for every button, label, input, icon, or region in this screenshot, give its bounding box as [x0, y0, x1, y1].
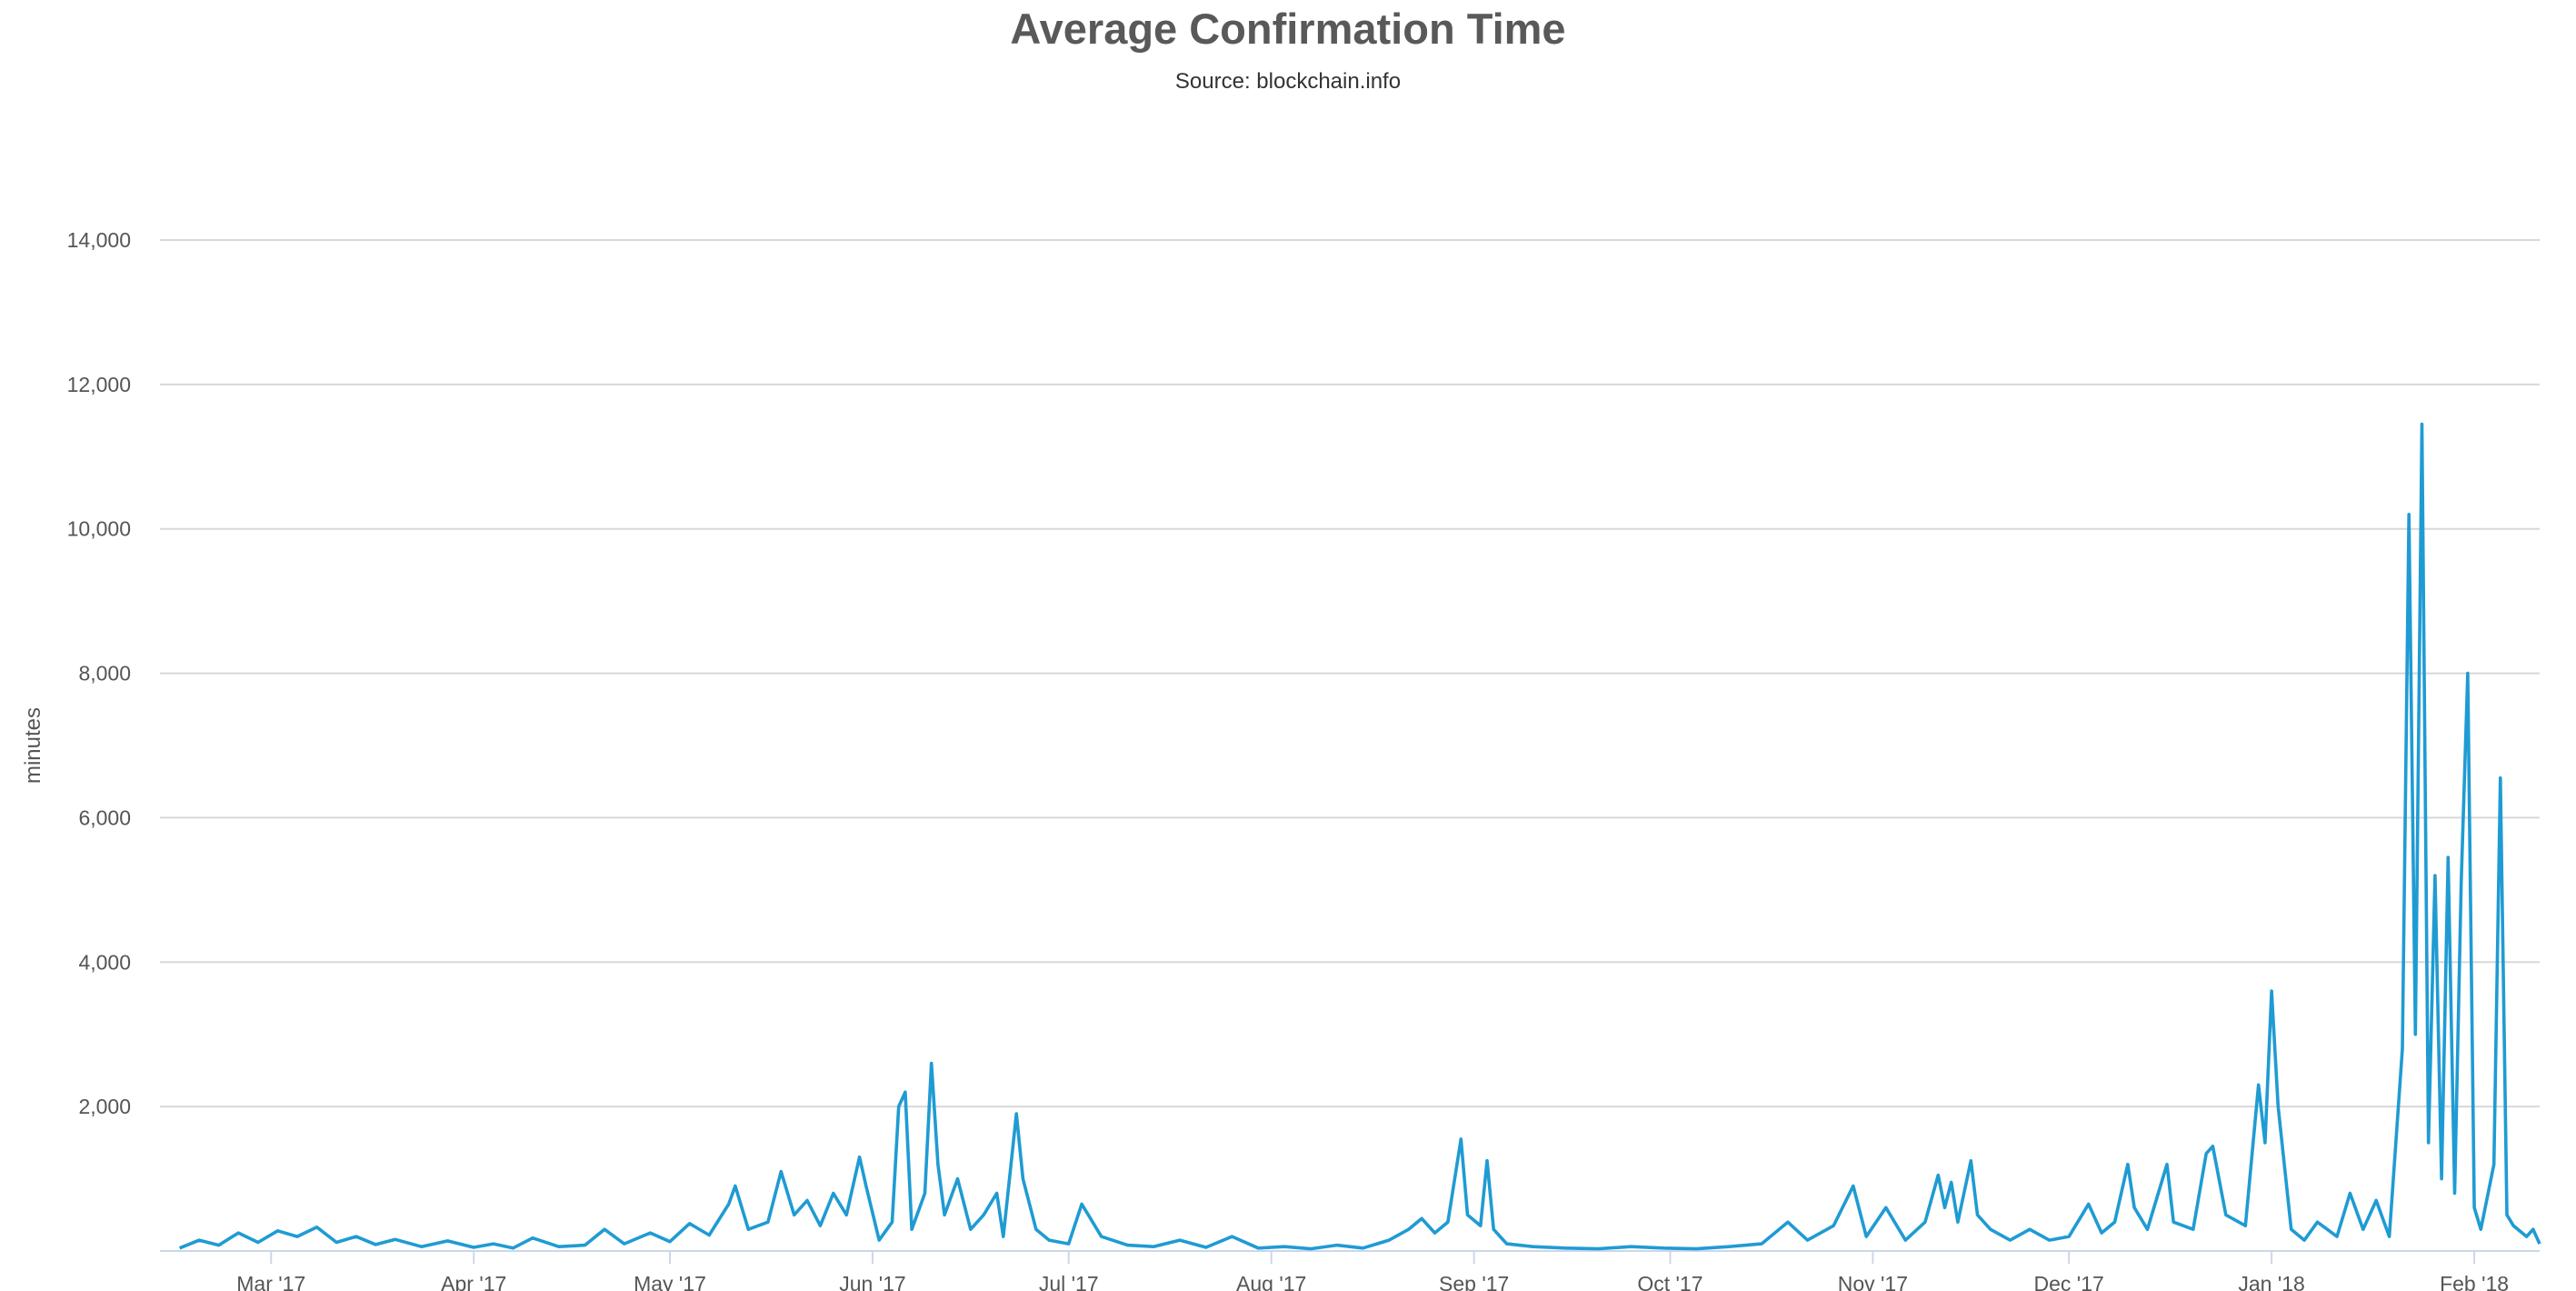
- x-tick-label: Feb '18: [2440, 1272, 2509, 1291]
- x-tick-label: Dec '17: [2034, 1272, 2104, 1291]
- y-tick-label: 12,000: [67, 373, 131, 396]
- x-tick-label: Aug '17: [1236, 1272, 1306, 1291]
- y-tick-label: 14,000: [67, 228, 131, 252]
- series-line: [178, 422, 2541, 1251]
- y-tick-label: 4,000: [78, 950, 131, 974]
- x-tick-label: Oct '17: [1637, 1272, 1702, 1291]
- x-tick-label: Jun '17: [839, 1272, 905, 1291]
- y-tick-label: 2,000: [78, 1095, 131, 1118]
- y-tick-label: 6,000: [78, 806, 131, 829]
- x-axis-ticks: Mar '17 Apr '17 May '17 Jun '17 Jul '17 Aug '…: [236, 1251, 2509, 1291]
- x-tick-label: Apr '17: [441, 1272, 506, 1291]
- x-tick-label: Sep '17: [1439, 1272, 1509, 1291]
- x-tick-label: May '17: [634, 1272, 706, 1291]
- y-tick-label: 8,000: [78, 662, 131, 686]
- x-tick-label: Nov '17: [1838, 1272, 1908, 1291]
- gridlines: [160, 239, 2540, 1108]
- y-axis-tick-labels: 2,000 4,000 6,000 8,000 10,000 12,000 14,000: [67, 228, 131, 1118]
- data-points: [179, 424, 2541, 1249]
- y-axis-title: minutes: [21, 707, 45, 784]
- chart-subtitle: Source: blockchain.info: [1174, 69, 1402, 94]
- chart-title: Average Confirmation Time: [1010, 5, 1566, 53]
- x-tick-label: Jul '17: [1039, 1272, 1099, 1291]
- x-tick-label: Jan '18: [2238, 1272, 2304, 1291]
- x-tick-label: Mar '17: [236, 1272, 305, 1291]
- y-tick-label: 10,000: [67, 517, 131, 541]
